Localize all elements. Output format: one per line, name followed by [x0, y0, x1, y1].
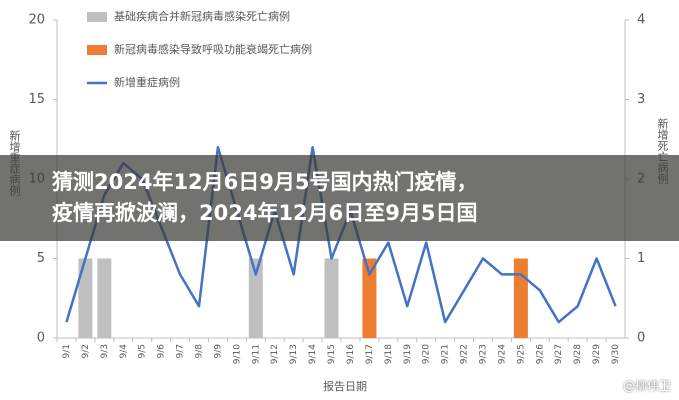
x-tick-label: 9/26 — [535, 344, 545, 364]
y-tick-label: 15 — [28, 92, 45, 107]
x-tick-label: 9/14 — [308, 344, 318, 364]
watermark: @柳伟卫 — [622, 379, 671, 393]
x-tick-label: 9/19 — [403, 344, 413, 364]
x-tick-label: 9/22 — [460, 344, 470, 364]
banner-line: 疫情再掀波澜，2024年12月6日至9月5日国 — [52, 201, 478, 225]
x-tick-label: 9/12 — [270, 344, 280, 364]
x-tick-label: 9/3 — [100, 344, 110, 358]
bar — [513, 258, 528, 338]
legend-label: 基础疾病合并新冠病毒感染死亡病例 — [114, 9, 290, 23]
x-tick-label: 9/18 — [384, 344, 394, 364]
x-tick-label: 9/24 — [497, 344, 507, 364]
bar — [248, 258, 263, 338]
legend-swatch — [87, 12, 107, 22]
x-tick-label: 9/1 — [62, 344, 72, 358]
x-tick-label: 9/21 — [441, 344, 451, 364]
x-tick-label: 9/15 — [327, 344, 337, 364]
y2-tick-label: 4 — [637, 13, 645, 28]
bar — [78, 258, 93, 338]
x-axis-label: 报告日期 — [323, 379, 367, 393]
x-tick-label: 9/20 — [422, 344, 432, 364]
x-tick-label: 9/7 — [176, 344, 186, 358]
x-tick-label: 9/2 — [81, 344, 91, 358]
y-tick-label: 5 — [37, 251, 45, 266]
bar — [324, 258, 339, 338]
x-tick-label: 9/30 — [611, 344, 621, 364]
x-tick-label: 9/16 — [346, 344, 356, 364]
x-tick-label: 9/10 — [232, 344, 242, 364]
y2-tick-label: 0 — [637, 331, 645, 346]
x-tick-label: 9/8 — [195, 344, 205, 359]
x-tick-label: 9/9 — [213, 344, 223, 359]
y2-tick-label: 3 — [637, 92, 645, 107]
x-tick-label: 9/5 — [138, 344, 148, 358]
x-tick-label: 9/4 — [119, 344, 129, 359]
x-tick-label: 9/25 — [516, 344, 526, 364]
bar — [362, 258, 377, 338]
y2-tick-label: 1 — [637, 251, 645, 266]
x-tick-label: 9/6 — [157, 344, 167, 359]
banner-line: 猜测2024年12月6日9月5号国内热门疫情， — [52, 170, 478, 194]
x-tick-label: 9/17 — [365, 344, 375, 364]
legend-swatch — [87, 45, 107, 55]
y-tick-label: 20 — [28, 13, 45, 28]
x-tick-label: 9/11 — [251, 344, 261, 364]
x-tick-label: 9/28 — [573, 344, 583, 364]
bar — [97, 258, 112, 338]
banner: 猜测2024年12月6日9月5号国内热门疫情， 疫情再掀波澜，2024年12月6… — [0, 155, 679, 241]
x-tick-label: 9/13 — [289, 344, 299, 364]
legend-label: 新增重症病例 — [114, 75, 180, 89]
x-tick-label: 9/29 — [592, 344, 602, 364]
y-tick-label: 0 — [37, 331, 45, 346]
x-tick-label: 9/27 — [554, 344, 564, 364]
legend-label: 新冠病毒感染导致呼吸功能衰竭死亡病例 — [114, 42, 312, 56]
x-tick-label: 9/23 — [479, 344, 489, 364]
